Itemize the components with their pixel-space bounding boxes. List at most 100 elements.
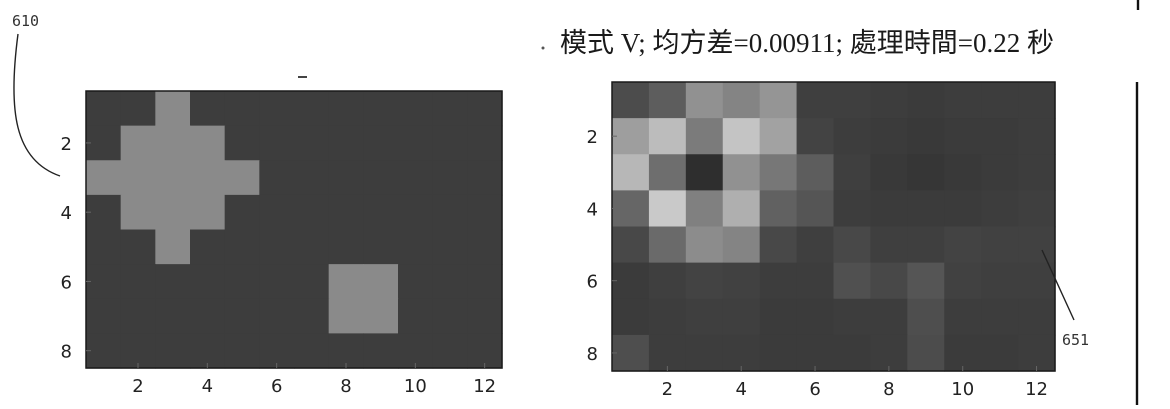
heatmap-cell <box>294 195 329 230</box>
y-tick-label: 6 <box>587 272 598 293</box>
heatmap-cell <box>834 335 872 372</box>
heatmap-cell <box>834 190 872 227</box>
leader-line-610 <box>14 34 60 176</box>
heatmap-cell <box>649 82 687 119</box>
heatmap-cell <box>1018 190 1056 227</box>
x-tick-label: 12 <box>1025 379 1048 400</box>
x-tick-label: 2 <box>132 376 143 397</box>
heatmap-cell <box>259 230 294 265</box>
heatmap-cell <box>294 333 329 368</box>
heatmap-cell <box>944 263 982 300</box>
heatmap-cell <box>870 299 908 336</box>
heatmap-cell <box>363 299 398 334</box>
heatmap-cell <box>907 82 945 119</box>
heatmap-cell <box>155 160 190 195</box>
heatmap-cell <box>433 160 468 195</box>
heatmap-cell <box>86 299 121 334</box>
heatmap-cell <box>121 195 156 230</box>
heatmap-cell <box>723 118 761 155</box>
heatmap-cell <box>155 230 190 265</box>
heatmap-cell <box>723 299 761 336</box>
heatmap-cell <box>155 333 190 368</box>
heatmap-cell <box>467 91 502 126</box>
heatmap-cell <box>760 82 798 119</box>
heatmap-cell <box>944 227 982 264</box>
heatmap-cell <box>155 264 190 299</box>
heatmap-cell <box>612 335 650 372</box>
heatmap-cell <box>225 333 260 368</box>
heatmap-cell <box>225 264 260 299</box>
heatmap-cell <box>363 195 398 230</box>
reference-label-651: 651 <box>1062 331 1089 349</box>
heatmap-cell <box>398 299 433 334</box>
heatmap-cell <box>907 299 945 336</box>
heatmap-cell <box>649 190 687 227</box>
heatmap-cell <box>944 118 982 155</box>
heatmap-cell <box>981 299 1019 336</box>
heatmap-cell <box>467 160 502 195</box>
heatmap-cell <box>797 299 835 336</box>
heatmap-cell <box>797 118 835 155</box>
x-tick-label: 2 <box>662 379 673 400</box>
heatmap-cell <box>329 299 364 334</box>
y-tick-label: 8 <box>61 342 72 363</box>
heatmap-cell <box>907 335 945 372</box>
heatmap-cell <box>612 118 650 155</box>
heatmap-cell <box>329 91 364 126</box>
heatmap-cell <box>834 82 872 119</box>
heatmap-cell <box>981 154 1019 191</box>
heatmap-cell <box>1018 227 1056 264</box>
heatmap-cell <box>155 299 190 334</box>
heatmap-cell <box>121 230 156 265</box>
heatmap-cell <box>294 299 329 334</box>
heatmap-cell <box>834 227 872 264</box>
heatmap-cell <box>190 230 225 265</box>
heatmap-cell <box>225 91 260 126</box>
heatmap-cell <box>329 264 364 299</box>
heatmap-cell <box>797 263 835 300</box>
heatmap-cell <box>870 190 908 227</box>
right-plot-title: 模式 V; 均方差=0.00911; 處理時間=0.22 秒 <box>560 28 1054 58</box>
heatmap-cell <box>259 160 294 195</box>
heatmap-cell <box>433 230 468 265</box>
heatmap-cell <box>363 230 398 265</box>
heatmap-cell <box>1018 154 1056 191</box>
heatmap-cell <box>907 154 945 191</box>
heatmap-cell <box>981 227 1019 264</box>
heatmap-cell <box>686 227 724 264</box>
heatmap-cell <box>433 299 468 334</box>
heatmap-cell <box>190 91 225 126</box>
heatmap-cell <box>649 263 687 300</box>
heatmap-cell <box>86 195 121 230</box>
heatmap-cell <box>121 91 156 126</box>
heatmap-cell <box>363 333 398 368</box>
heatmap-cell <box>259 126 294 161</box>
heatmap-cell <box>870 82 908 119</box>
heatmap-cell <box>467 126 502 161</box>
heatmap-cell <box>190 299 225 334</box>
heatmap-cell <box>225 195 260 230</box>
heatmap-cell <box>121 299 156 334</box>
heatmap-cell <box>760 154 798 191</box>
heatmap-cell <box>723 82 761 119</box>
y-tick-label: 8 <box>587 344 598 365</box>
heatmap-cell <box>944 82 982 119</box>
heatmap-cell <box>225 230 260 265</box>
x-tick-label: 10 <box>951 379 974 400</box>
heatmap-cell <box>870 118 908 155</box>
heatmap-cell <box>225 160 260 195</box>
heatmap-cell <box>797 154 835 191</box>
heatmap-cell <box>686 335 724 372</box>
heatmap-cell <box>467 299 502 334</box>
heatmap-cell <box>433 91 468 126</box>
x-tick-label: 12 <box>473 376 496 397</box>
heatmap-cell <box>294 126 329 161</box>
heatmap-cell <box>686 118 724 155</box>
heatmap-cell <box>760 335 798 372</box>
heatmap-cell <box>981 190 1019 227</box>
y-tick-label: 6 <box>61 272 72 293</box>
heatmap-cell <box>86 91 121 126</box>
heatmap-cell <box>398 195 433 230</box>
heatmap-cell <box>1018 299 1056 336</box>
heatmap-cell <box>1018 82 1056 119</box>
